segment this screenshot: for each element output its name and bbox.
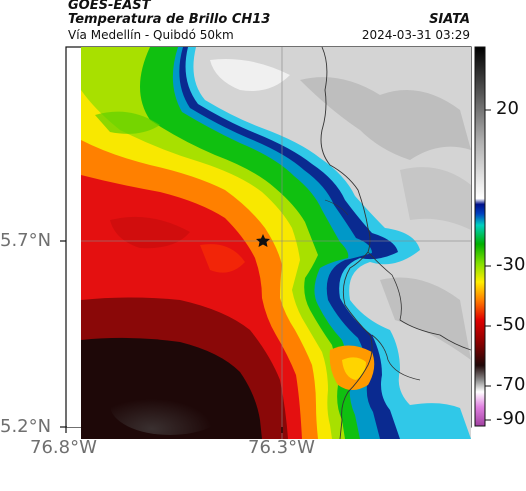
lat-label-5-2: 5.2°N [0,416,52,437]
colorbar-label-minus70: -70 [496,374,526,395]
brand-label: SIATA [429,12,470,27]
colorbar-label-minus30: -30 [496,254,526,275]
colorbar-label-minus50: -50 [496,314,526,335]
datetime-label: 2024-03-31 03:29 [361,28,470,42]
location-star-icon [256,234,270,247]
satellite-name: GOES-EAST [68,0,151,13]
colorbar-label-20: 20 [496,98,519,119]
lon-label-76-8: 76.8°W [30,437,97,458]
colorbar-label-minus90: -90 [496,408,526,429]
lon-label-76-3: 76.3°W [248,437,315,458]
product-title: Temperatura de Brillo CH13 [68,12,271,27]
colorbar [474,46,486,427]
cloud-field [81,47,471,439]
region-subtitle: Vía Medellín - Quibdó 50km [68,28,234,42]
lat-label-5-7: 5.7°N [0,230,52,251]
